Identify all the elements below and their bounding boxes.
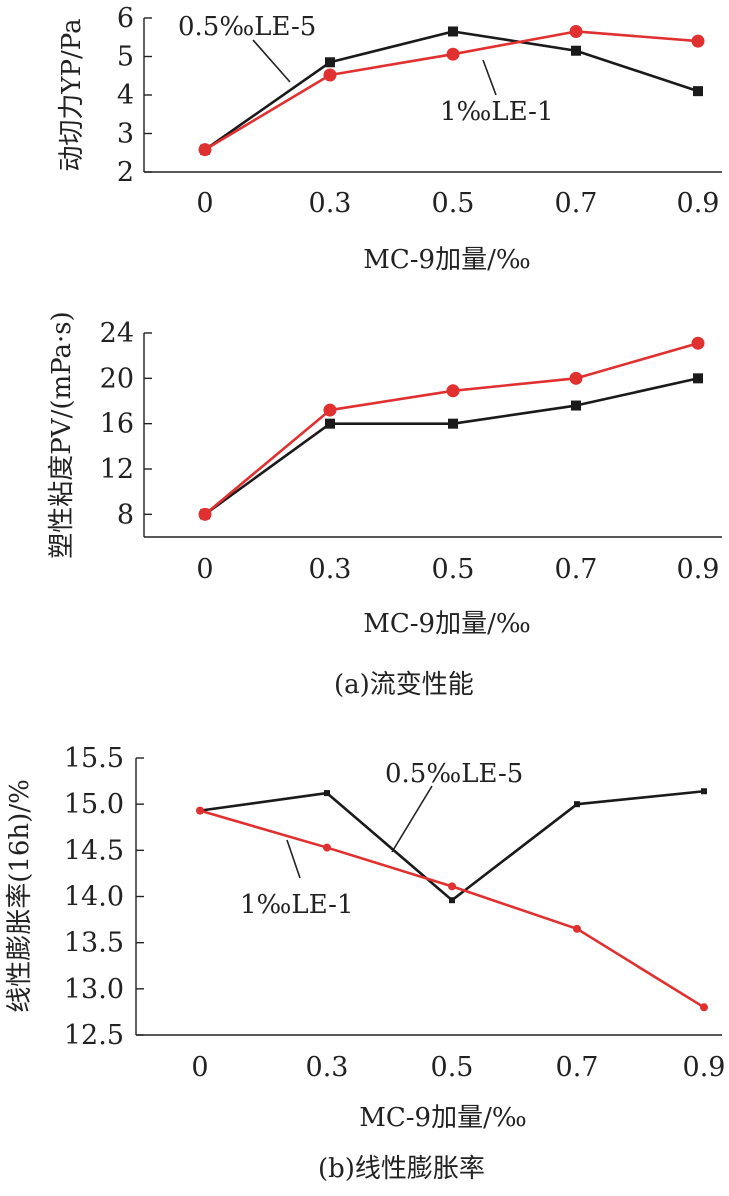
data-point-circle (569, 24, 583, 38)
annotation-leader-black-b (391, 785, 433, 853)
x-tick-label: 0.3 (309, 554, 352, 585)
y-tick-label: 12.5 (64, 1020, 124, 1051)
annotation-leader-red-b (286, 839, 301, 879)
annotation-leader-red (482, 59, 497, 96)
x-tick-label: 0 (196, 188, 213, 219)
data-point-square (574, 801, 580, 808)
x-axis-label: MC-9加量/‰ (363, 609, 531, 639)
y-axis-label: 动切力YP/Pa (57, 18, 87, 171)
x-tick-label: 0.9 (677, 188, 720, 219)
y-tick-label: 6 (117, 3, 134, 34)
y-tick-label: 15.5 (64, 743, 124, 774)
data-point-circle (691, 336, 705, 350)
y-tick-label: 12 (100, 454, 134, 485)
x-tick-label: 0.7 (555, 554, 598, 585)
y-tick-label: 13.5 (64, 928, 124, 959)
data-point-square (701, 788, 707, 795)
y-tick-label: 13.0 (64, 974, 124, 1005)
annotation-leader-black (252, 39, 291, 83)
x-tick-label: 0.7 (555, 188, 598, 219)
data-point-circle (573, 924, 581, 933)
y-tick-label: 3 (117, 119, 134, 150)
data-point-circle (196, 806, 204, 815)
x-tick-label: 0.7 (556, 1052, 599, 1083)
data-point-square (571, 400, 581, 411)
x-tick-label: 0.3 (306, 1052, 349, 1083)
data-point-circle (323, 68, 337, 82)
chart-linear-expansion: 12.5 13.0 13.5 14.0 14.5 15.0 15.5 0 0.3 0.5 0.7 0.… (5, 743, 725, 1133)
data-point-circle (323, 843, 331, 852)
x-tick-label: 0.9 (683, 1052, 726, 1083)
y-tick-label: 5 (117, 42, 134, 73)
data-point-circle (198, 507, 212, 521)
y-tick-label: 14.0 (64, 882, 124, 913)
caption-b: (b)线性膨胀率 (318, 1154, 485, 1184)
data-point-square (448, 418, 458, 429)
data-point-circle (691, 34, 705, 48)
caption-a: (a)流变性能 (334, 670, 474, 700)
x-tick-label: 0.5 (432, 554, 475, 585)
annotation-1LE-1: 1‰LE-1 (440, 97, 553, 127)
chart-plastic-viscosity: 8 12 16 20 24 0 0.3 0.5 0.7 0.9 MC-9加量/‰ 塑性粘度PV/(mP… (47, 311, 722, 639)
y-tick-label: 24 (100, 318, 134, 349)
data-point-square (325, 57, 335, 68)
data-point-circle (446, 47, 460, 61)
data-point-square (449, 897, 455, 904)
data-point-circle (323, 403, 337, 417)
chart-yield-point: 2 3 4 5 6 0 0.3 0.5 0.7 0.9 MC-9加量/‰ 动切力YP/Pa (57, 3, 722, 275)
x-tick-label: 0 (191, 1052, 208, 1083)
series-line-0 (204, 377, 699, 516)
annotation-0.5LE-5: 0.5‰LE-5 (178, 12, 316, 42)
data-point-circle (569, 371, 583, 385)
x-tick-label: 0.5 (432, 188, 475, 219)
data-point-square (693, 86, 703, 97)
series-line-1 (204, 341, 699, 516)
y-axis-label: 线性膨胀率(16h)/% (5, 779, 35, 1013)
data-point-circle (446, 384, 460, 398)
data-point-square (693, 373, 703, 384)
data-point-square (324, 790, 330, 797)
y-tick-label: 20 (100, 363, 134, 394)
annotation-1LE-1-b: 1‰LE-1 (240, 890, 353, 920)
data-point-circle (700, 1003, 708, 1012)
annotation-0.5LE-5-b: 0.5‰LE-5 (385, 759, 523, 789)
y-tick-label: 16 (100, 409, 134, 440)
x-axis-label: MC-9加量/‰ (363, 245, 531, 275)
y-tick-label: 15.0 (64, 789, 124, 820)
x-tick-label: 0.9 (677, 554, 720, 585)
data-point-circle (198, 143, 212, 157)
y-tick-label: 14.5 (64, 835, 124, 866)
data-point-square (325, 418, 335, 429)
x-tick-label: 0 (196, 554, 213, 585)
x-tick-label: 0.5 (431, 1052, 474, 1083)
data-point-circle (448, 882, 456, 891)
y-axis-label: 塑性粘度PV/(mPa·s) (47, 311, 77, 558)
data-point-square (571, 45, 581, 56)
x-axis-label: MC-9加量/‰ (359, 1103, 527, 1133)
y-tick-label: 8 (117, 499, 134, 530)
x-tick-label: 0.3 (309, 188, 352, 219)
y-tick-label: 2 (117, 157, 134, 188)
y-tick-label: 4 (117, 80, 134, 111)
data-point-square (448, 26, 458, 37)
